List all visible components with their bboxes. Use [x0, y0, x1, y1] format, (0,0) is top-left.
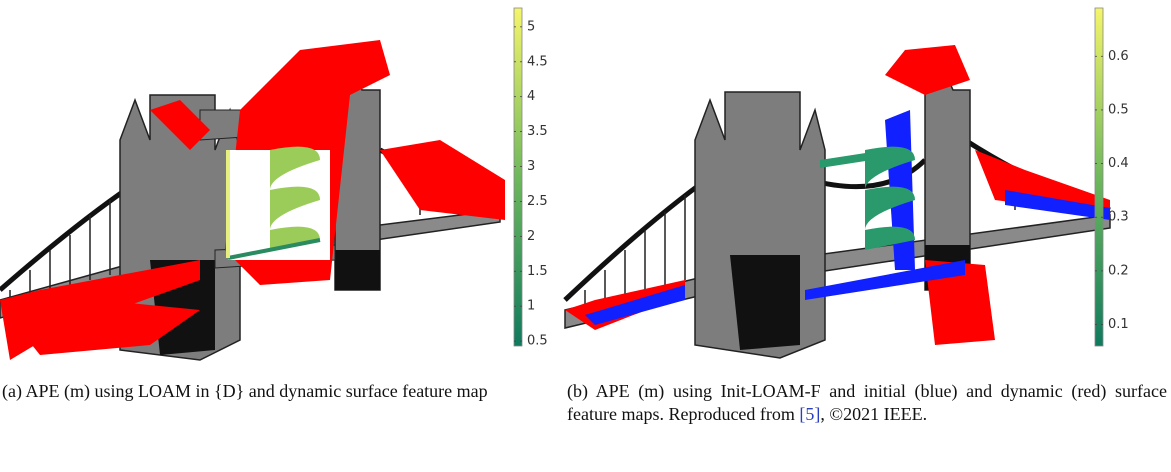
colorbar-tick-label: 1 — [527, 299, 535, 314]
colorbar-tick-label: 0.1 — [1108, 317, 1129, 332]
bridge-render-b — [565, 45, 1110, 358]
figure: 0.5 1 1.5 2 2.5 3 3.5 4 4.5 5 0.1 0.2 0.3 0.4 0.5 0.6 — [0, 0, 1171, 375]
caption-text: , ©2021 IEEE. — [820, 404, 927, 424]
colorbar-tick-label: 0.5 — [527, 334, 548, 349]
colorbar-tick-label: 4 — [527, 89, 535, 104]
colorbar-tick-label: 1.5 — [527, 264, 548, 279]
colorbar-tick-label: 3.5 — [527, 124, 548, 139]
colorbar-tick-label: 2.5 — [527, 194, 548, 209]
colorbar-tick-label: 4.5 — [527, 54, 548, 69]
caption-a: (a) APE (m) using LOAM in {D} and dynami… — [2, 380, 527, 403]
colorbar-tick-label: 0.2 — [1108, 263, 1129, 278]
colorbar-tick-label: 0.5 — [1108, 102, 1129, 117]
colorbar-tick-label: 0.6 — [1108, 49, 1129, 64]
caption-b: (b) APE (m) using Init-LOAM-F and initia… — [567, 380, 1167, 426]
colorbar-tick-label: 3 — [527, 159, 535, 174]
colorbar-tick-label: 2 — [527, 229, 535, 244]
citation-link[interactable]: [5] — [799, 404, 820, 424]
colorbar — [1095, 8, 1103, 346]
colorbar-tick-label: 5 — [527, 19, 535, 34]
colorbar-tick-label: 0.3 — [1108, 210, 1129, 225]
colorbar — [514, 8, 522, 346]
bridge-render-a — [0, 40, 505, 360]
colorbar-tick-label: 0.4 — [1108, 156, 1129, 171]
page: {"panels": [ {"label": "(a)", "caption":… — [0, 0, 1171, 472]
caption-label: (a) — [2, 381, 22, 401]
caption-label: (b) — [567, 381, 588, 401]
caption-text: APE (m) using LOAM in {D} and dynamic su… — [26, 381, 488, 401]
